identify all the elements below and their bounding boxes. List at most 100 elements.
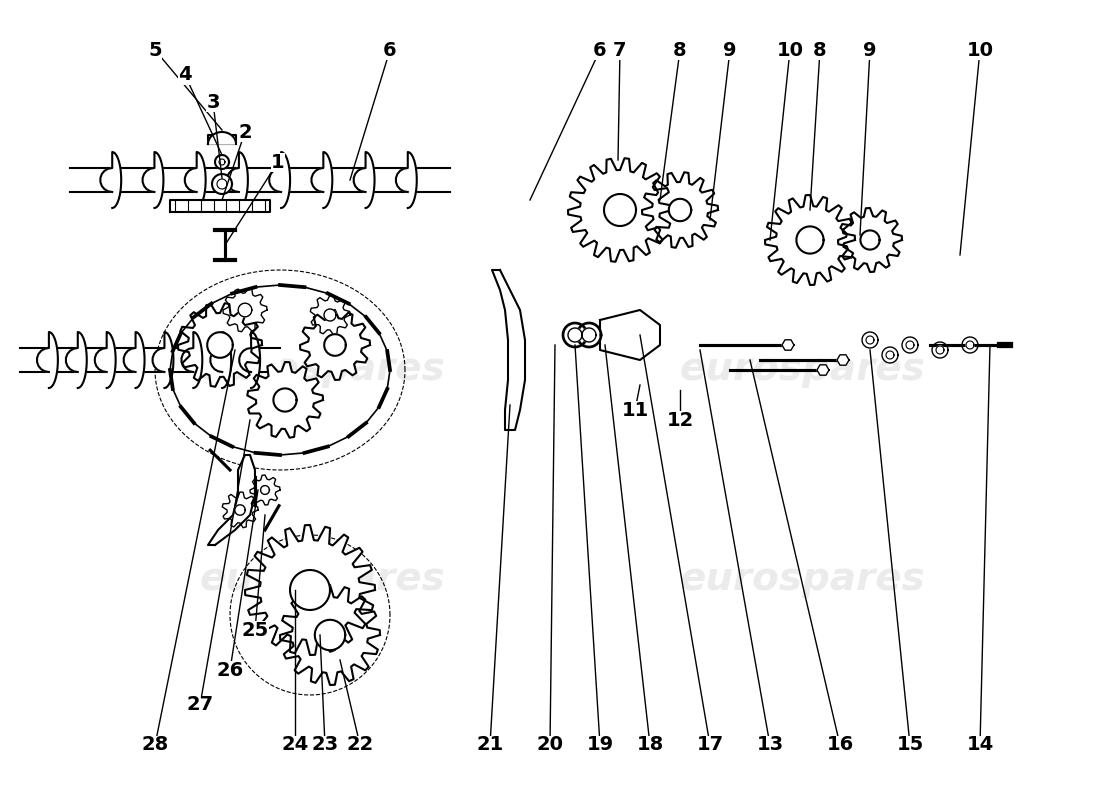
Polygon shape bbox=[866, 336, 874, 344]
Polygon shape bbox=[219, 159, 225, 165]
Polygon shape bbox=[796, 226, 824, 254]
Polygon shape bbox=[324, 334, 345, 356]
Polygon shape bbox=[153, 332, 174, 388]
Polygon shape bbox=[178, 303, 262, 386]
Polygon shape bbox=[239, 303, 252, 317]
Polygon shape bbox=[207, 332, 233, 358]
Polygon shape bbox=[906, 341, 914, 349]
Polygon shape bbox=[208, 132, 236, 144]
Polygon shape bbox=[223, 288, 267, 332]
Text: 13: 13 bbox=[757, 735, 783, 754]
Polygon shape bbox=[578, 323, 601, 347]
Polygon shape bbox=[222, 492, 258, 528]
Polygon shape bbox=[95, 332, 116, 388]
Text: eurospares: eurospares bbox=[680, 560, 926, 598]
Text: 19: 19 bbox=[586, 735, 614, 754]
Text: 5: 5 bbox=[148, 41, 162, 59]
Text: eurospares: eurospares bbox=[200, 350, 446, 388]
Polygon shape bbox=[261, 486, 270, 494]
Polygon shape bbox=[66, 332, 87, 388]
Polygon shape bbox=[932, 342, 948, 358]
Polygon shape bbox=[290, 570, 330, 610]
Polygon shape bbox=[568, 328, 582, 342]
Polygon shape bbox=[208, 455, 255, 545]
Polygon shape bbox=[123, 332, 144, 388]
Polygon shape bbox=[604, 194, 636, 226]
Polygon shape bbox=[838, 208, 902, 272]
Text: 14: 14 bbox=[967, 735, 993, 754]
Text: 8: 8 bbox=[673, 41, 686, 59]
Polygon shape bbox=[210, 332, 231, 388]
Polygon shape bbox=[248, 362, 323, 438]
Polygon shape bbox=[966, 341, 974, 349]
Text: eurospares: eurospares bbox=[680, 350, 926, 388]
Text: 1: 1 bbox=[272, 153, 285, 171]
Polygon shape bbox=[582, 328, 596, 342]
Polygon shape bbox=[669, 199, 691, 221]
Polygon shape bbox=[185, 152, 206, 208]
Text: 11: 11 bbox=[621, 401, 649, 419]
Text: 26: 26 bbox=[217, 661, 243, 679]
Polygon shape bbox=[250, 475, 280, 505]
Text: 9: 9 bbox=[724, 41, 737, 59]
Text: 16: 16 bbox=[826, 735, 854, 754]
Polygon shape bbox=[642, 172, 718, 248]
Polygon shape bbox=[962, 337, 978, 353]
Text: 23: 23 bbox=[311, 735, 339, 754]
Text: 17: 17 bbox=[696, 735, 724, 754]
Polygon shape bbox=[310, 295, 350, 334]
Text: 9: 9 bbox=[864, 41, 877, 59]
Polygon shape bbox=[274, 389, 297, 411]
Text: 8: 8 bbox=[813, 41, 827, 59]
Polygon shape bbox=[143, 152, 164, 208]
Text: eurospares: eurospares bbox=[200, 560, 446, 598]
Text: 20: 20 bbox=[537, 735, 563, 754]
Text: 10: 10 bbox=[967, 41, 993, 59]
Text: 15: 15 bbox=[896, 735, 924, 754]
Polygon shape bbox=[170, 200, 270, 212]
Polygon shape bbox=[245, 525, 375, 655]
Polygon shape bbox=[492, 270, 525, 430]
Text: 3: 3 bbox=[207, 93, 220, 111]
Polygon shape bbox=[70, 168, 450, 192]
Polygon shape bbox=[354, 152, 374, 208]
Polygon shape bbox=[37, 332, 58, 388]
Text: 22: 22 bbox=[346, 735, 374, 754]
Polygon shape bbox=[860, 230, 880, 250]
Polygon shape bbox=[862, 332, 878, 348]
Text: 12: 12 bbox=[667, 410, 694, 430]
Text: 4: 4 bbox=[178, 66, 191, 85]
Polygon shape bbox=[782, 340, 794, 350]
Polygon shape bbox=[212, 174, 232, 194]
Text: 27: 27 bbox=[186, 695, 213, 714]
Polygon shape bbox=[208, 135, 236, 144]
Polygon shape bbox=[234, 505, 245, 515]
Polygon shape bbox=[227, 152, 248, 208]
Polygon shape bbox=[240, 332, 260, 388]
Polygon shape bbox=[600, 310, 660, 360]
Text: 25: 25 bbox=[241, 621, 268, 639]
Text: 28: 28 bbox=[142, 735, 168, 754]
Polygon shape bbox=[837, 355, 849, 365]
Polygon shape bbox=[214, 155, 229, 169]
Polygon shape bbox=[315, 620, 345, 650]
Text: 6: 6 bbox=[593, 41, 607, 59]
Text: 6: 6 bbox=[383, 41, 397, 59]
Polygon shape bbox=[324, 309, 336, 321]
Polygon shape bbox=[563, 323, 587, 347]
Text: 24: 24 bbox=[282, 735, 309, 754]
Polygon shape bbox=[902, 337, 918, 353]
Polygon shape bbox=[817, 365, 829, 375]
Polygon shape bbox=[20, 348, 281, 372]
Text: 21: 21 bbox=[476, 735, 504, 754]
Polygon shape bbox=[217, 179, 227, 189]
Text: 18: 18 bbox=[637, 735, 663, 754]
Text: 7: 7 bbox=[614, 41, 627, 59]
Text: 2: 2 bbox=[239, 122, 252, 142]
Polygon shape bbox=[882, 347, 898, 363]
Polygon shape bbox=[100, 152, 121, 208]
Polygon shape bbox=[270, 152, 290, 208]
Text: 10: 10 bbox=[777, 41, 803, 59]
Polygon shape bbox=[311, 152, 332, 208]
Polygon shape bbox=[300, 310, 370, 380]
